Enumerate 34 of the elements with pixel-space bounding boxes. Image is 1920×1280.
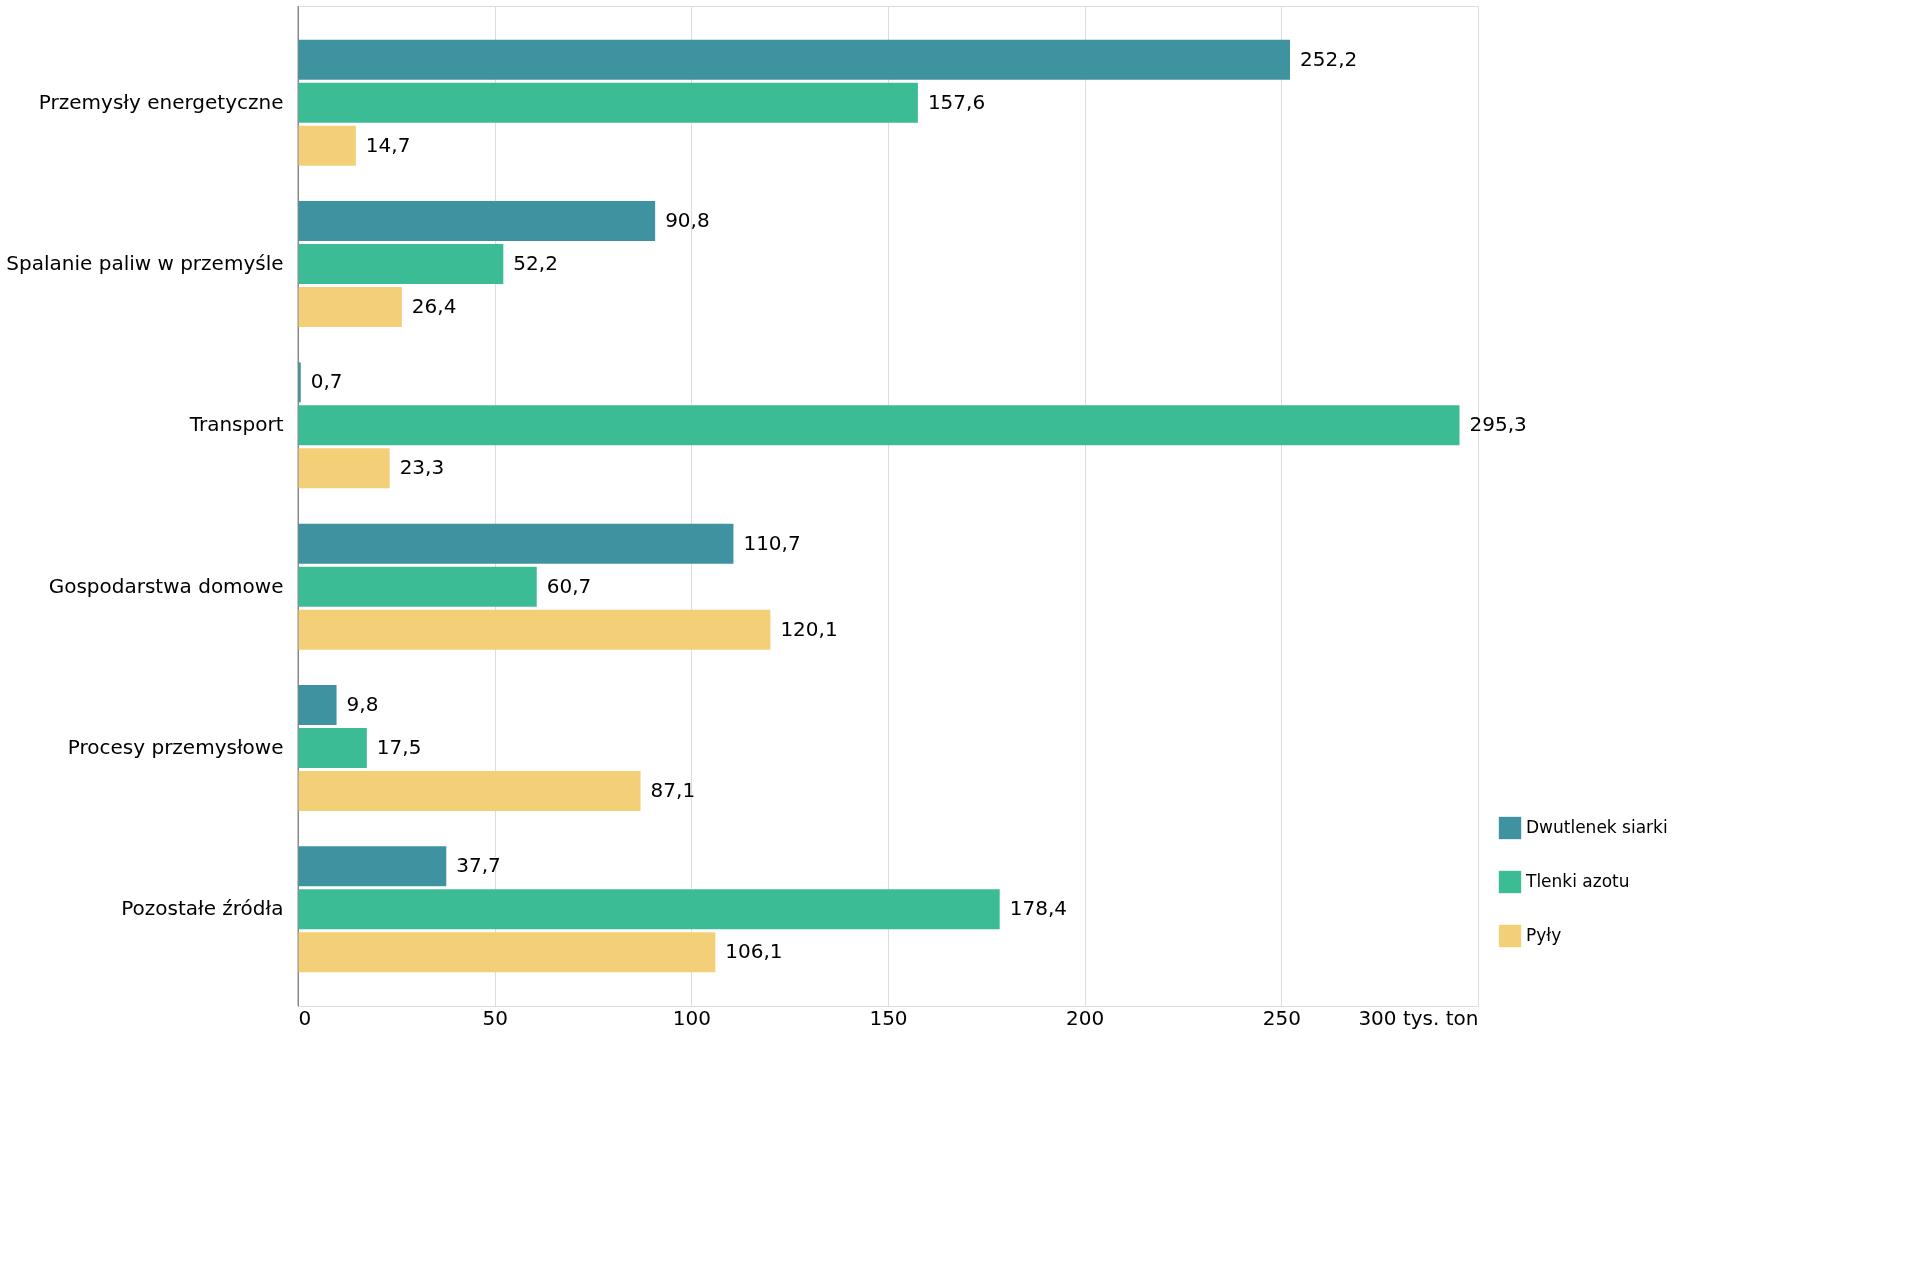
x-tick-label: 200 xyxy=(1066,1005,1105,1030)
legend-label: Pyły xyxy=(1526,925,1562,945)
data-label: 17,5 xyxy=(376,734,422,759)
data-label: 110,7 xyxy=(743,530,801,555)
x-tick-label: 300 tys. ton xyxy=(1358,1005,1479,1030)
y-tick-label: Spalanie paliw w przemyśle xyxy=(6,251,284,276)
x-tick-label: 150 xyxy=(869,1005,908,1030)
data-label: 178,4 xyxy=(1009,896,1067,921)
data-label: 14,7 xyxy=(365,132,411,157)
data-label: 120,1 xyxy=(780,616,838,641)
data-label: 252,2 xyxy=(1299,46,1358,71)
data-label: 157,6 xyxy=(927,89,986,114)
x-tick-label: 50 xyxy=(482,1005,508,1030)
legend-label: Dwutlenek siarki xyxy=(1526,817,1668,837)
data-label: 23,3 xyxy=(399,455,445,480)
y-tick-label: Transport xyxy=(188,412,284,437)
data-label: 9,8 xyxy=(346,691,379,716)
data-label: 60,7 xyxy=(546,573,592,598)
data-label: 295,3 xyxy=(1469,412,1527,437)
data-label: 26,4 xyxy=(411,294,457,319)
data-label: 106,1 xyxy=(725,939,783,964)
x-tick-label: 100 xyxy=(672,1005,711,1030)
data-label: 52,2 xyxy=(513,251,558,276)
x-tick-label: 250 xyxy=(1262,1005,1301,1030)
data-label: 0,7 xyxy=(310,369,343,394)
y-tick-label: Pozostałe źródła xyxy=(121,896,284,921)
data-label: 87,1 xyxy=(650,777,696,802)
y-tick-label: Przemysły energetyczne xyxy=(38,89,284,114)
data-label: 90,8 xyxy=(665,208,710,233)
legend-label: Tlenki azotu xyxy=(1525,871,1630,891)
y-tick-label: Procesy przemysłowe xyxy=(67,734,284,759)
x-tick-label: 0 xyxy=(298,1005,312,1030)
data-label: 37,7 xyxy=(456,853,501,878)
y-tick-label: Gospodarstwa domowe xyxy=(48,573,284,598)
